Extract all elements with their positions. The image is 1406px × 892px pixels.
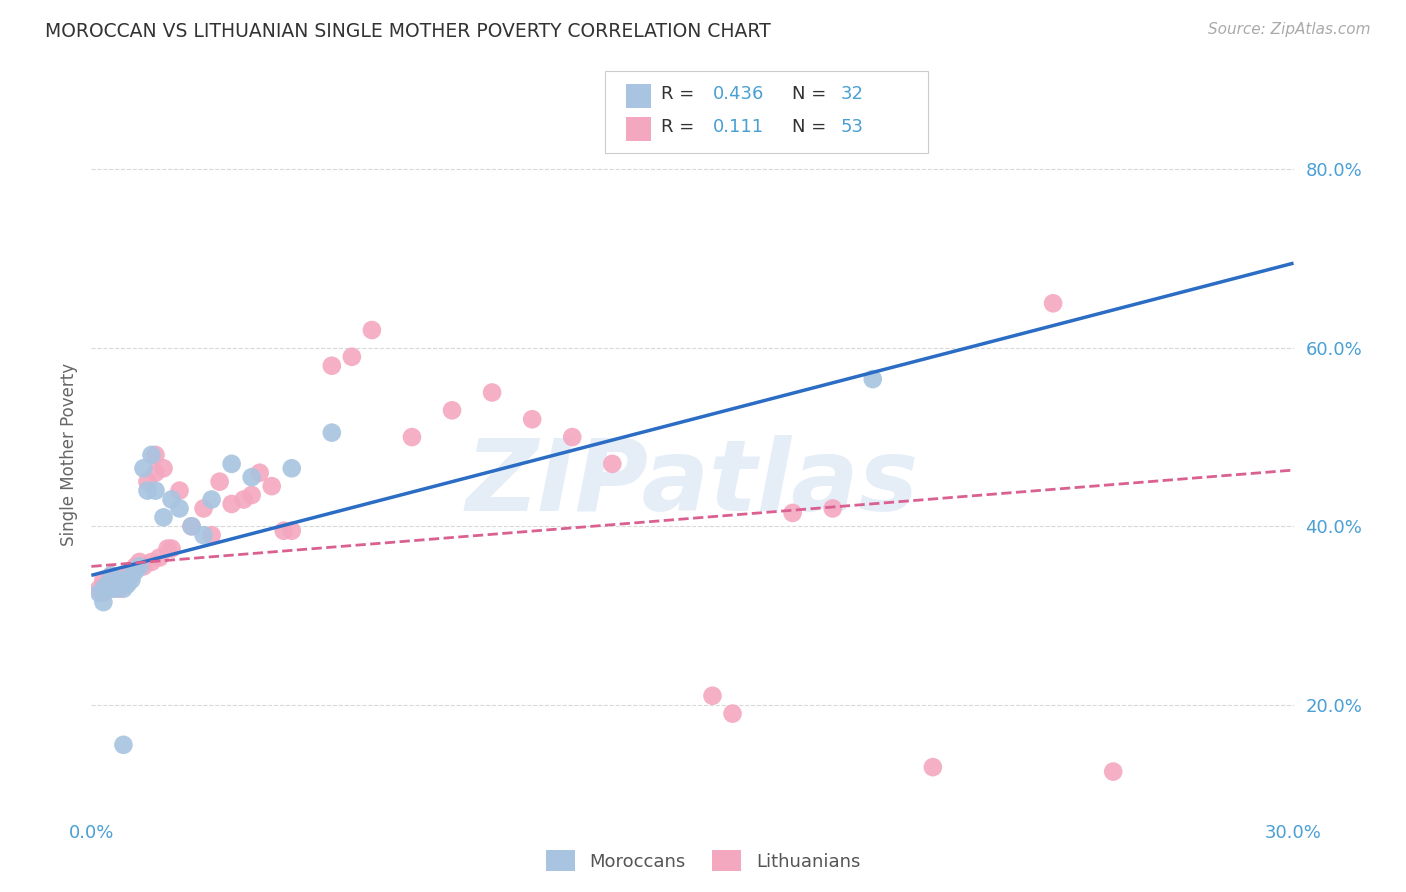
Point <box>152 461 174 475</box>
Point <box>160 492 183 507</box>
Point <box>321 425 343 440</box>
Point <box>321 359 343 373</box>
Text: MOROCCAN VS LITHUANIAN SINGLE MOTHER POVERTY CORRELATION CHART: MOROCCAN VS LITHUANIAN SINGLE MOTHER POV… <box>45 22 770 41</box>
Point <box>145 483 167 498</box>
Point <box>602 457 624 471</box>
Point <box>180 519 202 533</box>
Point <box>100 568 122 582</box>
Point <box>132 461 155 475</box>
Point <box>821 501 844 516</box>
Y-axis label: Single Mother Poverty: Single Mother Poverty <box>59 363 77 547</box>
Point <box>862 372 884 386</box>
Text: N =: N = <box>792 85 825 103</box>
Point <box>112 573 135 587</box>
Point <box>93 595 115 609</box>
Point <box>1102 764 1125 779</box>
Point <box>121 568 143 582</box>
Point <box>112 582 135 596</box>
Point <box>124 559 146 574</box>
Point <box>145 448 167 462</box>
Point <box>201 528 224 542</box>
Point <box>136 483 159 498</box>
Point <box>193 501 215 516</box>
Point <box>108 573 131 587</box>
Point <box>100 568 122 582</box>
Text: R =: R = <box>661 118 695 136</box>
Point <box>201 492 224 507</box>
Point <box>273 524 295 538</box>
Point <box>281 524 304 538</box>
Point <box>232 492 254 507</box>
Point <box>360 323 382 337</box>
Text: 0.111: 0.111 <box>713 118 763 136</box>
Point <box>108 577 131 591</box>
Point <box>702 689 724 703</box>
Point <box>160 541 183 556</box>
Point <box>221 457 243 471</box>
Point <box>156 541 179 556</box>
Point <box>721 706 744 721</box>
Point <box>145 466 167 480</box>
Point <box>782 506 804 520</box>
Point <box>522 412 544 426</box>
Text: ZIPatlas: ZIPatlas <box>465 435 920 532</box>
Point <box>93 582 115 596</box>
Point <box>112 577 135 591</box>
Point <box>141 448 163 462</box>
Point <box>128 559 150 574</box>
Text: R =: R = <box>661 85 695 103</box>
Point <box>121 564 143 578</box>
Point <box>1042 296 1064 310</box>
Point <box>440 403 463 417</box>
Point <box>117 577 139 591</box>
Point <box>561 430 583 444</box>
Point <box>108 582 131 596</box>
Point <box>132 559 155 574</box>
Point <box>169 483 191 498</box>
Point <box>121 568 143 582</box>
Point <box>169 501 191 516</box>
Point <box>93 586 115 600</box>
Point <box>89 582 111 596</box>
Point <box>208 475 231 489</box>
Text: 0.436: 0.436 <box>713 85 765 103</box>
Point <box>260 479 283 493</box>
Point <box>96 577 118 591</box>
Point <box>112 577 135 591</box>
Point <box>104 577 127 591</box>
Point <box>136 475 159 489</box>
Point <box>121 573 143 587</box>
Point <box>100 582 122 596</box>
Point <box>141 555 163 569</box>
Point <box>193 528 215 542</box>
Point <box>281 461 304 475</box>
Text: N =: N = <box>792 118 825 136</box>
Point <box>180 519 202 533</box>
Text: 53: 53 <box>841 118 863 136</box>
Text: 32: 32 <box>841 85 863 103</box>
Point <box>100 582 122 596</box>
Point <box>89 586 111 600</box>
Point <box>93 573 115 587</box>
Point <box>922 760 945 774</box>
Point <box>104 582 127 596</box>
Point <box>96 577 118 591</box>
Point <box>340 350 363 364</box>
Point <box>481 385 503 400</box>
Point <box>148 550 170 565</box>
Text: Source: ZipAtlas.com: Source: ZipAtlas.com <box>1208 22 1371 37</box>
Point <box>128 555 150 569</box>
Point <box>249 466 271 480</box>
Point <box>117 568 139 582</box>
Legend: Moroccans, Lithuanians: Moroccans, Lithuanians <box>538 843 868 879</box>
Point <box>124 564 146 578</box>
Point <box>221 497 243 511</box>
Point <box>112 738 135 752</box>
Point <box>401 430 423 444</box>
Point <box>240 488 263 502</box>
Point <box>108 573 131 587</box>
Point <box>240 470 263 484</box>
Point <box>152 510 174 524</box>
